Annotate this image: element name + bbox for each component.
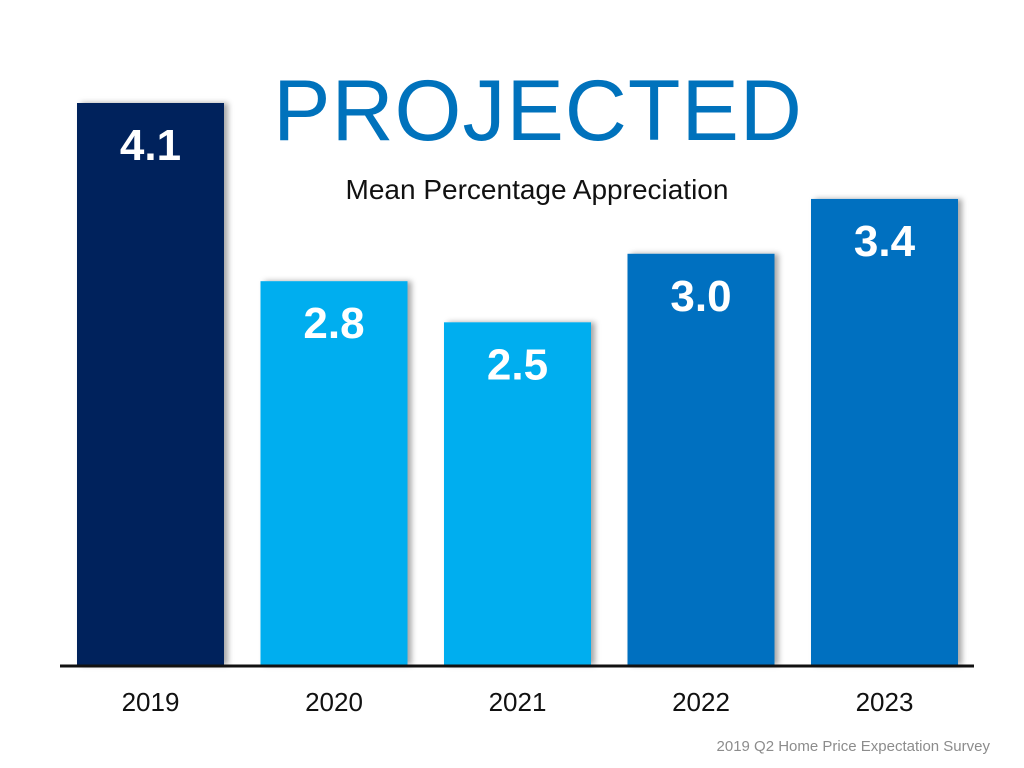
value-label-2019: 4.1 [120, 121, 181, 170]
value-label-2022: 3.0 [670, 272, 731, 321]
bar-2022 [627, 253, 775, 665]
bar-2019 [77, 103, 224, 665]
bars-layer [77, 103, 958, 665]
value-label-2023: 3.4 [854, 217, 916, 266]
chart-subtitle: Mean Percentage Appreciation [346, 174, 729, 205]
value-label-2020: 2.8 [303, 299, 364, 348]
value-label-2021: 2.5 [487, 340, 548, 389]
x-tick-label-2022: 2022 [672, 687, 730, 717]
x-tick-label-2020: 2020 [305, 687, 363, 717]
x-tick-labels-layer: 2019 2020 2021 2022 2023 [122, 687, 914, 717]
x-tick-label-2023: 2023 [856, 687, 914, 717]
x-tick-label-2021: 2021 [489, 687, 547, 717]
bar-2023 [811, 198, 958, 665]
bar-2020 [260, 281, 408, 665]
bar-2021 [444, 322, 591, 665]
value-labels-layer: 4.1 2.8 2.5 3.0 3.4 [120, 121, 916, 389]
chart-title: PROJECTED [273, 63, 803, 159]
source-note: 2019 Q2 Home Price Expectation Survey [717, 738, 991, 755]
x-tick-label-2019: 2019 [122, 687, 180, 717]
